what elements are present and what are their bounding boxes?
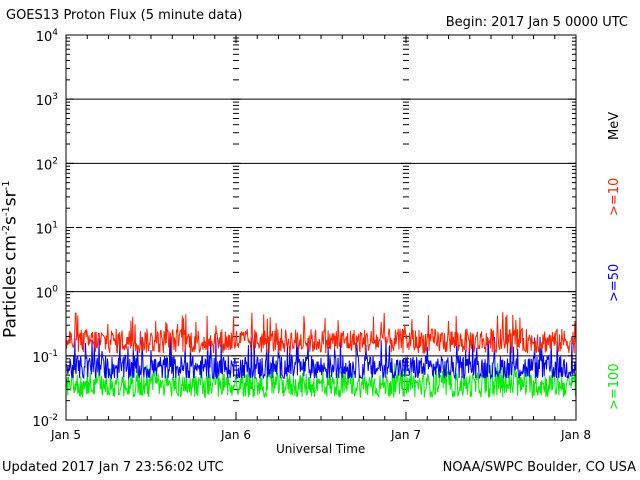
y-tick-label-2: 100 [36, 285, 59, 302]
legend-unit: MeV [607, 111, 622, 140]
y-axis-label: Particles cm-2s-1sr-1 [0, 180, 21, 338]
y-tick-labels: 10-2 10-1 100 101 102 103 104 [32, 28, 58, 430]
x-tick-label-3: Jan 8 [560, 428, 591, 442]
credit-text: NOAA/SWPC Boulder, CO USA [442, 460, 636, 475]
series-line-0 [65, 312, 577, 355]
tick-marks [65, 34, 577, 421]
y-tick-label-3: 101 [36, 221, 58, 238]
x-tick-label-1: Jan 6 [220, 428, 251, 442]
series-layer [65, 312, 577, 400]
chart-title: GOES13 Proton Flux (5 minute data) [6, 8, 243, 23]
y-tick-label-4: 102 [36, 156, 58, 173]
legend-ge10: >=10 [607, 177, 622, 216]
begin-time: Begin: 2017 Jan 5 0000 UTC [445, 15, 628, 30]
x-tick-label-2: Jan 7 [390, 428, 421, 442]
x-axis-label: Universal Time [276, 442, 366, 456]
legend-ge50: >=50 [607, 263, 622, 302]
x-tick-label-0: Jan 5 [50, 428, 81, 442]
y-tick-label-1: 10-1 [32, 349, 58, 366]
x-tick-labels: Jan 5 Jan 6 Jan 7 Jan 8 [50, 428, 591, 442]
y-tick-label-6: 104 [36, 28, 59, 45]
y-tick-label-0: 10-2 [32, 413, 58, 430]
legend-ge100: >=100 [607, 363, 622, 410]
grid-lines [66, 37, 576, 421]
updated-timestamp: Updated 2017 Jan 7 23:56:02 UTC [2, 460, 224, 475]
y-tick-label-5: 103 [36, 92, 58, 109]
series-line-2 [65, 362, 577, 400]
series-line-1 [65, 336, 577, 381]
